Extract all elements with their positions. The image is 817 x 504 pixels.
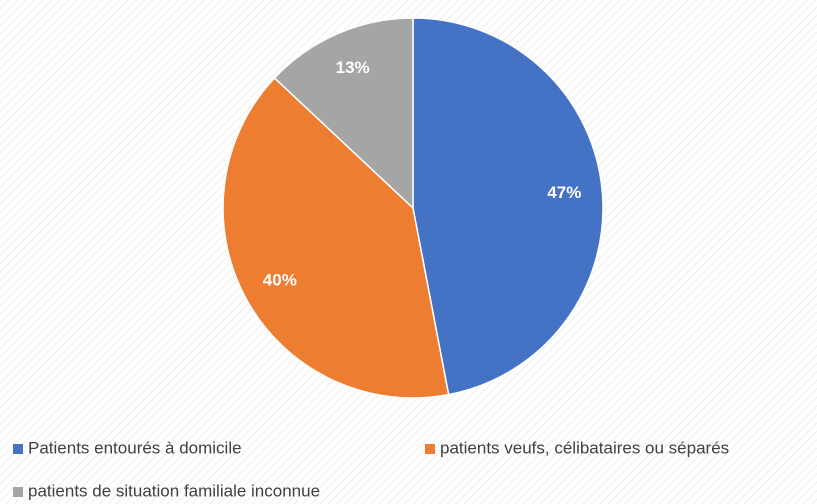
data-label: 47% [547,183,581,202]
legend-label: patients veufs, célibataires ou séparés [440,438,729,457]
pie-slice [412,17,604,396]
data-label: 40% [263,271,297,290]
data-label: 13% [336,58,370,77]
pie-slice [273,17,414,210]
legend-swatch [13,487,23,497]
legend-swatch [13,444,23,454]
pie-slice [222,76,450,399]
legend-label: patients de situation familiale inconnue [28,481,320,500]
legend-label: Patients entourés à domicile [28,438,242,457]
legend-swatch [425,444,435,454]
